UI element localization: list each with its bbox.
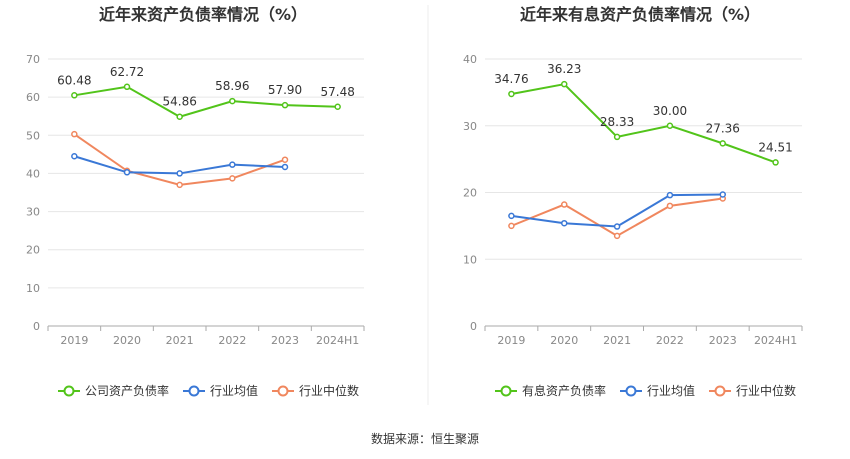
data-label: 36.23 (547, 62, 581, 76)
legend-item[interactable]: 公司资产负债率 (58, 383, 169, 398)
series-line (73, 133, 286, 186)
legend-item[interactable]: 行业中位数 (272, 383, 359, 398)
data-label: 34.76 (494, 72, 528, 86)
y-tick-label: 50 (26, 129, 40, 142)
x-tick-label: 2019 (497, 334, 525, 347)
x-tick-label: 2021 (166, 334, 194, 347)
data-label: 62.72 (110, 65, 144, 79)
legend-label: 行业均值 (210, 383, 258, 398)
x-tick-label: 2019 (60, 334, 88, 347)
data-point[interactable] (561, 219, 568, 227)
legend-marker-icon (63, 385, 75, 397)
data-point[interactable] (71, 130, 78, 138)
data-point[interactable] (561, 201, 568, 208)
legend-label: 行业中位数 (299, 383, 359, 398)
data-point[interactable] (613, 232, 621, 240)
y-tick-label: 20 (26, 244, 40, 257)
y-tick-label: 40 (26, 167, 40, 180)
data-point[interactable] (281, 156, 289, 163)
legend-item[interactable]: 行业中位数 (709, 383, 796, 398)
data-point[interactable] (508, 212, 515, 220)
data-point[interactable] (71, 153, 78, 160)
source-note: 数据来源：恒生聚源 (371, 431, 479, 446)
data-point[interactable] (229, 175, 236, 182)
data-point[interactable] (176, 170, 183, 177)
data-point[interactable] (719, 191, 726, 198)
data-point[interactable] (666, 122, 674, 129)
y-tick-label: 10 (463, 253, 477, 266)
data-point[interactable] (561, 80, 568, 88)
data-point[interactable] (229, 161, 236, 168)
x-tick-label: 2024H1 (316, 334, 359, 347)
chart-debt-ratio: 近年来资产负债率情况（%） 0 10 20 30 40 50 60 70 2019 2020 2021… (26, 5, 365, 398)
y-tick-label: 70 (26, 53, 40, 66)
series-line (511, 83, 776, 164)
series-line (511, 197, 723, 238)
y-tick-label: 0 (33, 320, 40, 333)
data-point[interactable] (719, 140, 726, 147)
data-point[interactable] (334, 103, 341, 111)
x-tick-label: 2023 (709, 334, 737, 347)
series-line (511, 193, 723, 228)
y-tick-label: 30 (26, 206, 40, 219)
data-point[interactable] (71, 92, 78, 99)
chart-interest-bearing-debt-ratio: 近年来有息资产负债率情况（%） 0 10 20 30 40 2019 2020 2021 2022… (463, 5, 803, 398)
legend-marker-icon (277, 385, 289, 397)
y-tick-label: 10 (26, 282, 40, 295)
data-point[interactable] (176, 113, 183, 120)
data-label: 60.48 (57, 73, 91, 87)
x-tick-label: 2020 (550, 334, 578, 347)
data-point[interactable] (772, 159, 779, 166)
data-label: 30.00 (653, 104, 687, 118)
data-label: 27.36 (706, 121, 740, 135)
data-label: 28.33 (600, 115, 634, 129)
chart-title: 近年来资产负债率情况（%） (99, 5, 307, 24)
x-tick-label: 2021 (603, 334, 631, 347)
data-point[interactable] (281, 101, 289, 109)
series-line (74, 85, 338, 118)
legend-marker-icon (500, 385, 512, 397)
data-point[interactable] (229, 97, 236, 105)
data-point[interactable] (666, 191, 674, 199)
chart-title: 近年来有息资产负债率情况（%） (520, 5, 760, 24)
legend-label: 行业中位数 (736, 383, 796, 398)
data-point[interactable] (666, 202, 674, 210)
x-tick-label: 2024H1 (754, 334, 797, 347)
x-tick-label: 2022 (656, 334, 684, 347)
y-tick-label: 40 (463, 53, 477, 66)
y-tick-label: 0 (470, 320, 477, 333)
x-tick-label: 2020 (113, 334, 141, 347)
legend-item[interactable]: 行业均值 (620, 383, 695, 398)
data-point[interactable] (123, 83, 131, 91)
legend-marker-icon (625, 385, 637, 397)
legend-item[interactable]: 有息资产负债率 (495, 383, 606, 398)
data-point[interactable] (176, 181, 183, 189)
legend-label: 行业均值 (647, 383, 695, 398)
data-point[interactable] (613, 223, 621, 230)
legend-item[interactable]: 行业均值 (183, 383, 258, 398)
data-label: 57.48 (320, 85, 354, 99)
data-point[interactable] (123, 169, 131, 176)
data-point[interactable] (508, 222, 515, 230)
data-point[interactable] (613, 133, 621, 141)
y-tick-label: 60 (26, 91, 40, 104)
data-label: 58.96 (215, 79, 249, 93)
y-tick-label: 30 (463, 120, 477, 133)
legend-marker-icon (714, 385, 726, 397)
data-point[interactable] (281, 163, 289, 171)
y-tick-label: 20 (463, 187, 477, 200)
data-label: 57.90 (268, 83, 302, 97)
x-tick-label: 2023 (271, 334, 299, 347)
data-label: 54.86 (162, 95, 196, 109)
legend-marker-icon (188, 385, 200, 397)
legend-label: 有息资产负债率 (522, 383, 606, 398)
data-label: 24.51 (758, 140, 792, 154)
x-tick-label: 2022 (218, 334, 246, 347)
data-point[interactable] (508, 90, 515, 98)
legend-label: 公司资产负债率 (85, 383, 169, 398)
